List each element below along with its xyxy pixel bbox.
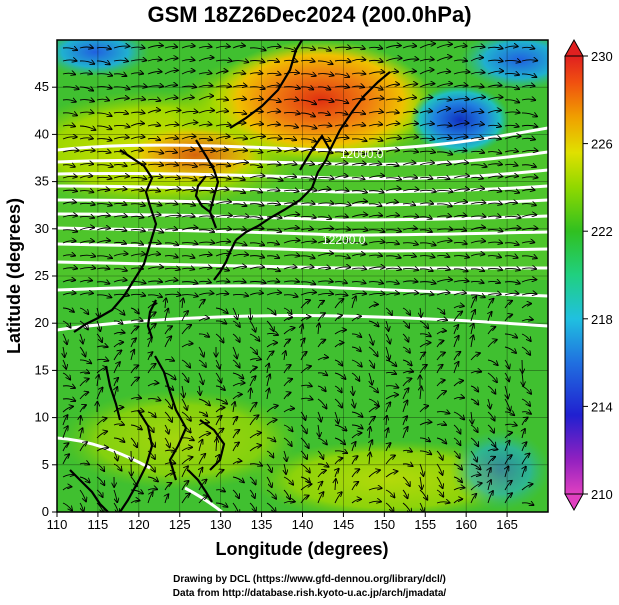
x-tick-label: 115	[88, 517, 109, 532]
x-tick-label: 150	[373, 517, 395, 532]
colorbar-top-triangle	[564, 38, 584, 57]
map-title: GSM 18Z26Dec2024 (200.0hPa)	[147, 2, 472, 27]
colorbar-tick-label: 222	[591, 224, 613, 239]
y-tick-label: 25	[35, 268, 49, 283]
y-tick-label: 45	[35, 79, 49, 94]
colorbar-tick-label: 230	[591, 49, 613, 64]
x-tick-label: 165	[496, 517, 518, 532]
temperature-field: 12200.0 12000.0	[57, 40, 548, 512]
x-tick-label: 160	[455, 517, 477, 532]
colorbar-bottom-triangle	[564, 493, 584, 512]
cold-region-northwest	[57, 40, 150, 77]
x-tick-label: 145	[333, 517, 355, 532]
credit-dcl: Drawing by DCL (https://www.gfd-dennou.o…	[173, 574, 446, 585]
contour-label-group: 12200.0 12000.0	[322, 147, 384, 247]
y-axis: 0 5 10 15 20 25 30 35 40 45	[35, 79, 57, 519]
contour-label: 12000.0	[340, 147, 384, 161]
colorbar-tick-label: 210	[591, 487, 613, 502]
contour-label: 12200.0	[322, 233, 366, 247]
y-tick-label: 40	[35, 126, 49, 141]
colorbar-ramp	[564, 55, 584, 495]
y-tick-label: 35	[35, 174, 49, 189]
x-tick-label: 120	[128, 517, 150, 532]
y-tick-label: 30	[35, 221, 49, 236]
x-axis: 110 115 120 125 130 135 140 145 150 155 160 165	[47, 512, 518, 532]
y-tick-label: 5	[42, 457, 49, 472]
colorbar-tick-label: 214	[591, 399, 613, 414]
x-tick-label: 130	[210, 517, 232, 532]
x-tick-label: 135	[251, 517, 273, 532]
wind-vectors	[63, 44, 538, 512]
x-tick-label: 110	[47, 517, 68, 532]
y-axis-label: Latitude (degrees)	[4, 198, 24, 354]
y-tick-label: 20	[35, 315, 49, 330]
x-tick-label: 155	[414, 517, 436, 532]
y-tick-label: 10	[35, 410, 49, 425]
x-axis-label: Longitude (degrees)	[215, 539, 388, 559]
colorbar-tick-label: 218	[591, 312, 613, 327]
colorbar: 230 226 222 218 214 210	[564, 38, 613, 512]
credit-data-source: Data from http://database.rish.kyoto-u.a…	[172, 588, 447, 599]
colorbar-tick-label: 226	[591, 137, 613, 152]
coastlines	[69, 40, 391, 512]
y-tick-label: 0	[42, 504, 49, 519]
x-tick-label: 125	[169, 517, 191, 532]
height-contours	[57, 126, 548, 512]
y-tick-label: 15	[35, 362, 49, 377]
x-tick-label: 140	[292, 517, 314, 532]
